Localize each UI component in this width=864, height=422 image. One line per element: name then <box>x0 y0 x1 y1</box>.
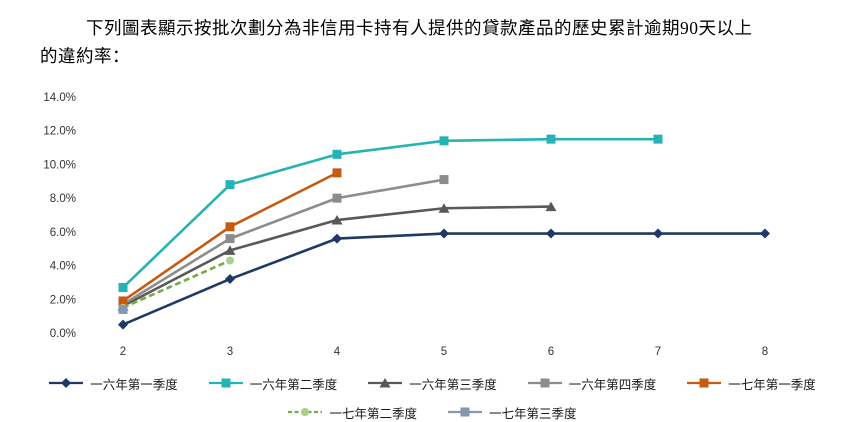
legend-item: 一七年第一季度 <box>686 374 816 393</box>
square-marker-icon <box>332 193 342 203</box>
x-axis-tick-label: 8 <box>762 346 768 358</box>
legend-label: 一六年第二季度 <box>249 377 338 392</box>
legend-circle-marker-icon <box>288 408 323 417</box>
diamond-marker-icon <box>653 228 663 239</box>
square-marker-icon <box>439 174 449 184</box>
series-line-一六年第二季度 <box>122 137 658 289</box>
diamond-marker-icon <box>439 228 449 239</box>
square-marker-icon <box>332 149 342 159</box>
legend-label: 一七年第一季度 <box>728 377 816 392</box>
square-marker-icon <box>118 296 128 306</box>
square-marker-icon <box>225 179 235 189</box>
square-marker-icon <box>332 168 342 178</box>
square-marker-icon <box>118 304 128 314</box>
y-axis-tick-label: 12.0% <box>43 125 76 137</box>
chart-legend: 一六年第一季度 一六年第二季度 一六年第三季度 一六年第四季度 一七年第一季度一七年第二… <box>0 374 864 422</box>
diamond-marker-icon <box>332 233 342 244</box>
chart-canvas: 0.0% 2.0% 4.0% 6.0% 8.0% 10.0% 12.0% 14.0% 2 3 4 5 6… <box>43 92 770 358</box>
square-marker-icon <box>225 233 235 243</box>
legend-label: 一七年第二季度 <box>329 406 417 421</box>
x-axis-tick-label: 5 <box>441 346 447 358</box>
intro-line-1: 下列圖表顯示按批次劃分為非信用卡持有人提供的貸款產品的歷史累計逾期90天以上 <box>86 18 753 38</box>
legend-square-marker-icon <box>687 378 722 388</box>
triangle-marker-icon <box>331 214 343 225</box>
legend-row: 一六年第一季度 一六年第二季度 一六年第三季度 一六年第四季度 一七年第一季度 <box>48 374 816 393</box>
y-axis-tick-label: 14.0% <box>43 92 76 104</box>
legend-triangle-marker-icon <box>368 378 403 388</box>
legend-row: 一七年第二季度 一七年第三季度 <box>287 403 577 422</box>
square-marker-icon <box>118 282 128 292</box>
y-axis-tick-label: 4.0% <box>50 260 76 272</box>
diamond-marker-icon <box>225 273 235 284</box>
x-axis-tick-label: 4 <box>334 346 341 358</box>
diamond-marker-icon <box>760 228 770 239</box>
intro-paragraph: 下列圖表顯示按批次劃分為非信用卡持有人提供的貸款產品的歷史累計逾期90天以上 的… <box>40 14 824 71</box>
legend-label: 一六年第四季度 <box>568 377 657 392</box>
circle-marker-icon <box>301 408 310 417</box>
legend-label: 一六年第一季度 <box>90 377 178 392</box>
legend-square-marker-icon <box>527 378 562 388</box>
square-marker-icon <box>221 378 231 388</box>
square-marker-icon <box>699 378 709 388</box>
diamond-marker-icon <box>118 319 128 330</box>
series-line-一六年第一季度 <box>122 231 765 326</box>
square-marker-icon <box>540 378 550 388</box>
legend-item: 一六年第四季度 <box>527 374 657 393</box>
y-axis-tick-label: 6.0% <box>50 227 76 239</box>
y-axis-tick-label: 0.0% <box>50 328 76 340</box>
triangle-marker-icon <box>545 201 557 211</box>
series-line-一七年第二季度 <box>122 259 231 309</box>
square-marker-icon <box>546 134 556 144</box>
x-axis-tick-label: 7 <box>655 346 661 358</box>
y-axis-tick-label: 10.0% <box>43 159 76 171</box>
square-marker-icon <box>225 221 235 231</box>
triangle-marker-icon <box>379 378 391 388</box>
legend-item: 一六年第二季度 <box>208 374 338 393</box>
x-axis-tick-label: 2 <box>120 346 126 358</box>
triangle-marker-icon <box>438 202 450 213</box>
triangle-marker-icon <box>224 245 236 255</box>
intro-line-2: 的違約率： <box>40 46 130 67</box>
default-rate-line-chart: 0.0% 2.0% 4.0% 6.0% 8.0% 10.0% 12.0% 14.0% 2 3 4 5 6… <box>0 87 864 368</box>
legend-item: 一六年第一季度 <box>48 374 178 393</box>
circle-marker-icon <box>226 256 234 265</box>
diamond-marker-icon <box>546 228 556 239</box>
x-axis-tick-label: 3 <box>227 346 233 358</box>
legend-diamond-marker-icon <box>49 378 84 389</box>
legend-item: 一六年第三季度 <box>367 374 497 393</box>
square-marker-icon <box>653 134 663 144</box>
series-line-一六年第四季度 <box>122 178 445 306</box>
square-marker-icon <box>439 136 449 146</box>
legend-label: 一七年第三季度 <box>489 406 577 421</box>
legend-item: 一七年第二季度 <box>287 403 417 422</box>
y-axis-tick-label: 2.0% <box>50 294 76 306</box>
y-axis-tick-label: 8.0% <box>50 193 76 205</box>
legend-square-marker-icon <box>208 378 243 388</box>
legend-item: 一七年第三季度 <box>447 403 577 422</box>
diamond-marker-icon <box>61 378 72 389</box>
legend-square-marker-icon <box>448 407 482 417</box>
x-axis-tick-label: 6 <box>548 346 554 358</box>
square-marker-icon <box>460 407 470 417</box>
legend-label: 一六年第三季度 <box>409 377 497 392</box>
